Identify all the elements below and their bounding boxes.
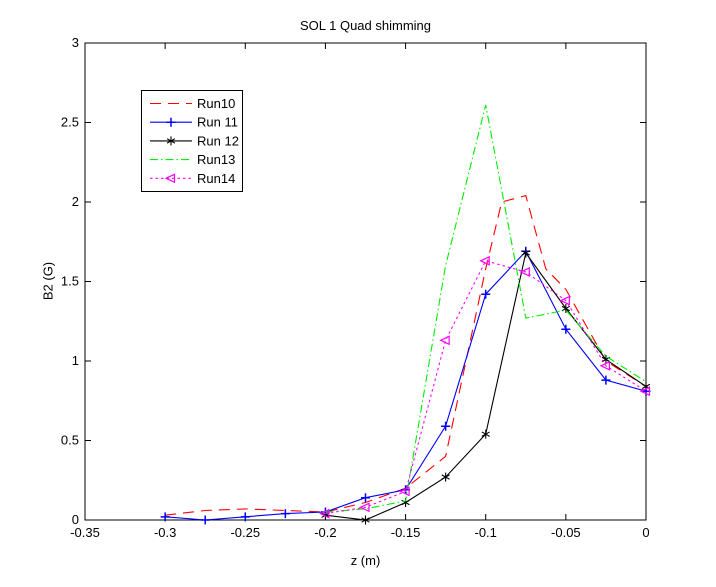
legend-label: Run10 <box>197 96 235 111</box>
asterisk-marker <box>361 515 370 525</box>
triangle-left-marker <box>559 295 570 306</box>
plus-marker <box>160 512 170 522</box>
triangle-left-marker <box>319 508 330 519</box>
plus-marker <box>481 289 491 299</box>
plus-marker <box>361 493 370 503</box>
y-tick-label: 2 <box>72 194 79 209</box>
x-tick-label: -0.35 <box>70 525 100 540</box>
chart-title: SOL 1 Quad shimming <box>299 18 432 33</box>
triangle-left-marker <box>399 486 410 497</box>
plus-marker <box>441 421 451 431</box>
asterisk-marker <box>441 472 450 482</box>
y-tick-label: 0 <box>72 512 79 527</box>
triangle-left-marker <box>439 335 450 346</box>
y-tick-label: 2.5 <box>61 115 79 130</box>
asterisk-marker <box>521 248 530 258</box>
plus-marker <box>601 375 611 385</box>
plus-marker <box>240 512 250 522</box>
legend-label: Run 12 <box>197 133 239 148</box>
y-tick-label: 3 <box>72 35 79 50</box>
plus-marker <box>200 515 210 525</box>
triangle-left-marker <box>359 502 370 513</box>
triangle-left-marker <box>164 173 176 184</box>
plus-marker <box>280 509 290 519</box>
x-tick-label: -0.25 <box>230 525 260 540</box>
x-tick-label: -0.2 <box>314 525 336 540</box>
series-line-run10 <box>165 194 647 516</box>
x-tick-label: -0.1 <box>475 525 497 540</box>
asterisk-marker <box>166 136 176 146</box>
y-tick-label: 1.5 <box>61 274 79 289</box>
y-axis-label: B2 (G) <box>40 261 56 301</box>
asterisk-marker <box>481 429 490 439</box>
y-tick-label: 0.5 <box>61 433 79 448</box>
x-tick-label: -0.3 <box>154 525 176 540</box>
triangle-left-marker <box>639 386 651 397</box>
triangle-left-marker <box>599 360 611 371</box>
asterisk-marker <box>561 304 571 314</box>
y-tick-label: 1 <box>72 353 79 368</box>
plus-marker <box>561 324 571 334</box>
legend-label: Run13 <box>197 152 235 167</box>
x-axis-label: z (m) <box>350 553 381 568</box>
plus-marker <box>166 117 176 127</box>
legend-label: Run 11 <box>197 115 238 130</box>
triangle-left-marker <box>519 267 530 277</box>
legend-label: Run14 <box>197 171 235 186</box>
x-tick-label: -0.15 <box>391 525 421 540</box>
x-tick-label: -0.05 <box>551 525 581 540</box>
series-line-run13 <box>325 104 647 513</box>
x-tick-label: 0 <box>642 525 649 540</box>
triangle-left-marker <box>479 255 490 266</box>
